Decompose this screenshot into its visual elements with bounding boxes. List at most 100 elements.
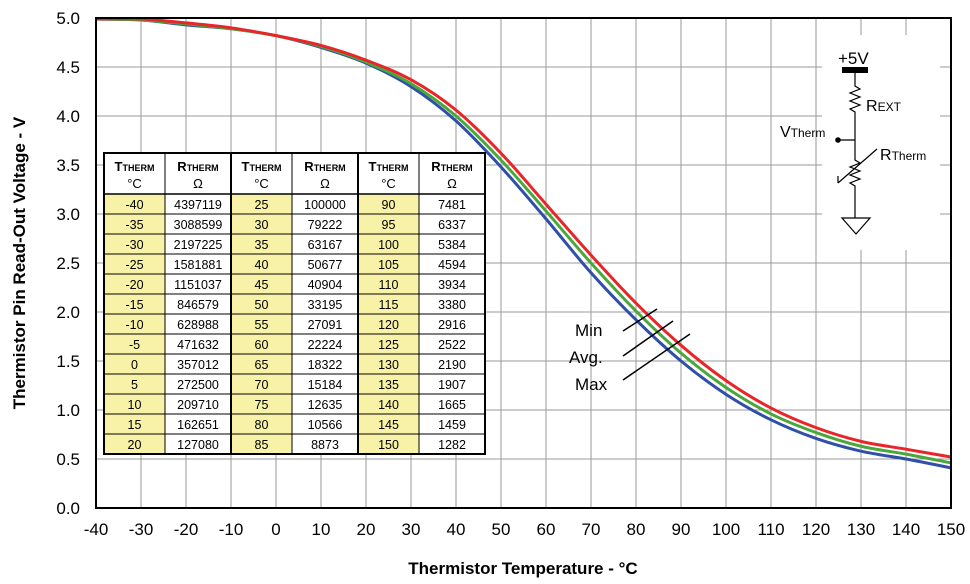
y-tick-labels: 0.0 0.5 1.0 1.5 2.0 2.5 3.0 3.5 4.0 4.5 5.0 — [56, 9, 80, 518]
x-tick-label: 120 — [802, 520, 830, 539]
temperature-cell — [358, 254, 419, 274]
temperature-cell — [231, 334, 292, 354]
temperature-cell — [104, 254, 165, 274]
x-tick-label: 150 — [937, 520, 965, 539]
temperature-value: 25 — [255, 198, 269, 212]
temperature-cell — [231, 234, 292, 254]
plot-frame — [95, 17, 952, 509]
temperature-cell — [358, 274, 419, 294]
circuit-schematic: +5V REXT VTherm RTherm — [780, 35, 940, 250]
resistance-value: 4397119 — [174, 198, 222, 212]
temperature-value: 150 — [378, 438, 399, 452]
x-tick-label: -30 — [129, 520, 154, 539]
curve-label-max: Max — [575, 375, 608, 394]
x-tick-label: 0 — [271, 520, 280, 539]
resistance-value: 12635 — [308, 398, 343, 412]
temperature-cell — [104, 374, 165, 394]
temperature-value: 90 — [382, 198, 396, 212]
y-tick-label: 3.0 — [56, 205, 80, 224]
rext-resistor — [848, 73, 862, 150]
temperature-cell — [104, 334, 165, 354]
resistance-value: 471632 — [177, 338, 219, 352]
temperature-value: -15 — [125, 298, 143, 312]
resistance-value: 2522 — [438, 338, 466, 352]
unit-temperature: °C — [127, 176, 142, 191]
resistance-value: 8873 — [311, 438, 339, 452]
temperature-value: 135 — [378, 378, 399, 392]
temperature-value: 115 — [379, 298, 399, 312]
table-border — [103, 152, 486, 455]
temperature-value: 0 — [131, 358, 138, 372]
resistance-value: 3380 — [438, 298, 466, 312]
resistance-value: 272500 — [177, 378, 219, 392]
temperature-cell — [231, 374, 292, 394]
temperature-cell — [358, 294, 419, 314]
temperature-cell — [231, 294, 292, 314]
temperature-cell — [231, 434, 292, 454]
x-tick-label: -20 — [174, 520, 199, 539]
resistance-value: 50677 — [308, 258, 343, 272]
temperature-value: 5 — [131, 378, 138, 392]
temperature-value: 95 — [382, 218, 396, 232]
temperature-value: -10 — [125, 318, 143, 332]
resistance-value: 1282 — [438, 438, 466, 452]
temperature-value: 120 — [378, 318, 399, 332]
x-tick-label: 40 — [447, 520, 466, 539]
unit-resistance: Ω — [447, 176, 457, 191]
temperature-value: 110 — [379, 278, 399, 292]
x-tick-label: 130 — [847, 520, 875, 539]
x-tick-label: 100 — [712, 520, 740, 539]
header-temperature: TTHERM — [115, 159, 155, 174]
temperature-cell — [231, 354, 292, 374]
temperature-value: 75 — [255, 398, 269, 412]
temperature-value: 10 — [128, 398, 142, 412]
temperature-cell — [231, 274, 292, 294]
temperature-value: 55 — [255, 318, 269, 332]
y-tick-label: 4.0 — [56, 107, 80, 126]
temperature-value: -40 — [125, 198, 143, 212]
x-tick-label: 110 — [757, 520, 784, 539]
temperature-value: 125 — [378, 338, 399, 352]
temperature-cell — [104, 414, 165, 434]
series-lines — [95, 17, 952, 470]
temperature-value: 145 — [378, 418, 399, 432]
rext-label: REXT — [866, 98, 902, 115]
temperature-cell — [358, 434, 419, 454]
temperature-cell — [358, 334, 419, 354]
x-tick-label: 50 — [492, 520, 511, 539]
resistance-value: 1665 — [438, 398, 466, 412]
temperature-cell — [231, 394, 292, 414]
temperature-value: 40 — [255, 258, 269, 272]
leader-line-min — [622, 308, 658, 332]
supply-label: +5V — [838, 49, 869, 68]
temperature-cell — [358, 314, 419, 334]
y-tick-label: 4.5 — [56, 58, 80, 77]
thermistor-arrow — [837, 148, 878, 184]
resistance-value: 628988 — [177, 318, 219, 332]
temperature-cell — [104, 434, 165, 454]
temperature-value: 45 — [255, 278, 269, 292]
temperature-cell — [358, 394, 419, 414]
x-tick-label: 70 — [582, 520, 601, 539]
header-resistance: RTHERM — [431, 159, 472, 174]
temperature-value: 30 — [255, 218, 269, 232]
resistance-value: 40904 — [308, 278, 343, 292]
resistance-value: 2190 — [438, 358, 466, 372]
temperature-cell — [104, 194, 165, 214]
resistance-value: 100000 — [304, 198, 346, 212]
y-tick-label: 0.5 — [56, 450, 80, 469]
temperature-cell — [104, 394, 165, 414]
x-tick-label: 90 — [672, 520, 691, 539]
temperature-cell — [104, 274, 165, 294]
x-tick-label: 60 — [537, 520, 556, 539]
x-tick-label: -40 — [84, 520, 109, 539]
resistance-value: 162651 — [177, 418, 219, 432]
temperature-value: 60 — [255, 338, 269, 352]
resistance-value: 3088599 — [174, 218, 223, 232]
vtherm-label: VTherm — [780, 124, 825, 141]
resistance-value: 127080 — [177, 438, 219, 452]
temperature-value: 20 — [128, 438, 142, 452]
rtherm-label: RTherm — [880, 147, 926, 164]
unit-temperature: °C — [381, 176, 396, 191]
